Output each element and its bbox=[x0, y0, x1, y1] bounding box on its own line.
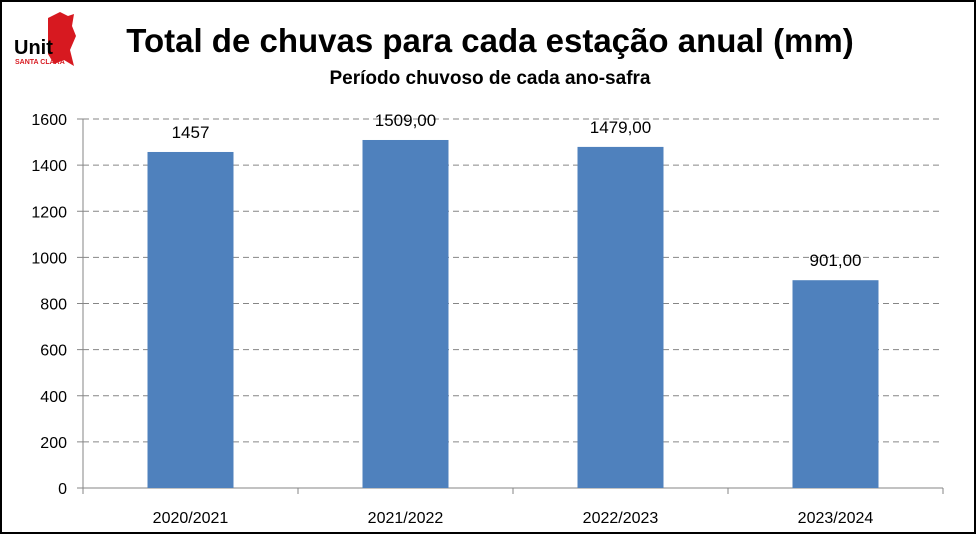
y-tick-label: 1200 bbox=[31, 204, 67, 221]
logo-brand: Unit bbox=[14, 37, 53, 59]
x-category-label: 2021/2022 bbox=[368, 510, 444, 527]
chart-title: Total de chuvas para cada estação anual … bbox=[126, 22, 854, 59]
unit-santa-clara-logo: Unit SANTA CLARA bbox=[14, 12, 76, 66]
y-tick-label: 600 bbox=[40, 343, 67, 360]
x-category-label: 2022/2023 bbox=[583, 510, 659, 527]
bar bbox=[577, 146, 664, 488]
x-category-label: 2020/2021 bbox=[153, 510, 229, 527]
logo-sub: SANTA CLARA bbox=[15, 59, 65, 66]
data-label: 1509,00 bbox=[375, 111, 436, 130]
chart-subtitle: Período chuvoso de cada ano-safra bbox=[329, 68, 651, 89]
y-tick-label: 0 bbox=[58, 481, 67, 498]
x-category-label: 2023/2024 bbox=[798, 510, 874, 527]
y-tick-label: 400 bbox=[40, 389, 67, 406]
y-tick-label: 200 bbox=[40, 435, 67, 452]
data-label: 1457 bbox=[172, 123, 210, 142]
y-tick-label: 800 bbox=[40, 297, 67, 314]
bar bbox=[362, 139, 449, 488]
bar bbox=[792, 280, 879, 488]
data-label: 901,00 bbox=[810, 251, 862, 270]
y-tick-label: 1400 bbox=[31, 158, 67, 175]
bar bbox=[147, 151, 234, 488]
y-tick-label: 1600 bbox=[31, 112, 67, 129]
data-label: 1479,00 bbox=[590, 118, 651, 137]
y-tick-label: 1000 bbox=[31, 250, 67, 267]
